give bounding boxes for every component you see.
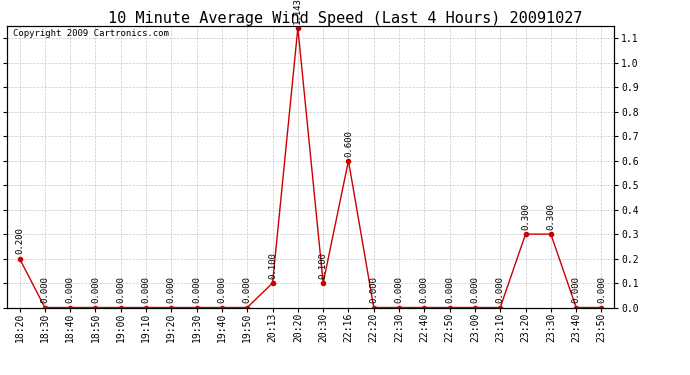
Text: 0.000: 0.000 <box>192 276 201 303</box>
Text: 0.000: 0.000 <box>116 276 126 303</box>
Text: 0.200: 0.200 <box>15 228 24 254</box>
Text: 0.000: 0.000 <box>420 276 429 303</box>
Text: 0.100: 0.100 <box>268 252 277 279</box>
Text: 0.000: 0.000 <box>445 276 454 303</box>
Text: 0.100: 0.100 <box>319 252 328 279</box>
Text: 0.000: 0.000 <box>495 276 505 303</box>
Text: 0.300: 0.300 <box>521 203 530 230</box>
Text: 10 Minute Average Wind Speed (Last 4 Hours) 20091027: 10 Minute Average Wind Speed (Last 4 Hou… <box>108 11 582 26</box>
Text: 0.000: 0.000 <box>141 276 150 303</box>
Text: 0.000: 0.000 <box>91 276 100 303</box>
Text: 1.143: 1.143 <box>293 0 302 24</box>
Text: 0.000: 0.000 <box>217 276 226 303</box>
Text: 0.000: 0.000 <box>369 276 378 303</box>
Text: 0.000: 0.000 <box>471 276 480 303</box>
Text: 0.000: 0.000 <box>571 276 581 303</box>
Text: 0.000: 0.000 <box>395 276 404 303</box>
Text: 0.000: 0.000 <box>167 276 176 303</box>
Text: 0.000: 0.000 <box>66 276 75 303</box>
Text: 0.600: 0.600 <box>344 130 353 157</box>
Text: Copyright 2009 Cartronics.com: Copyright 2009 Cartronics.com <box>13 29 169 38</box>
Text: 0.000: 0.000 <box>597 276 606 303</box>
Text: 0.000: 0.000 <box>40 276 50 303</box>
Text: 0.000: 0.000 <box>243 276 252 303</box>
Text: 0.300: 0.300 <box>546 203 555 230</box>
